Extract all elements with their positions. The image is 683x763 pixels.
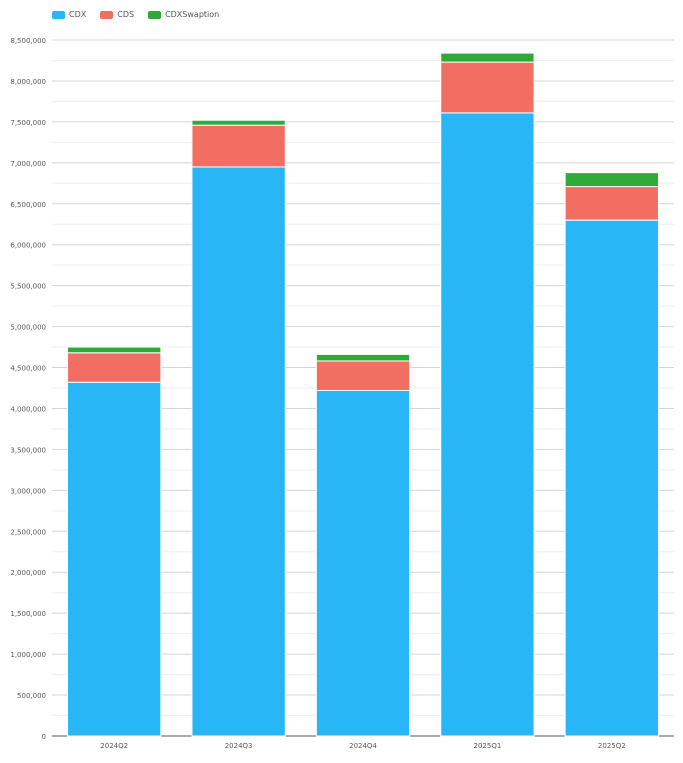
legend-swatch-cds xyxy=(100,10,114,19)
x-tick-label: 2025Q1 xyxy=(474,742,502,750)
y-tick-label: 3,000,000 xyxy=(10,487,46,495)
bar-segment-cds-2025q2[interactable] xyxy=(564,186,659,221)
y-tick-label: 4,000,000 xyxy=(10,405,46,413)
y-tick-label: 3,500,000 xyxy=(10,446,46,454)
y-tick-label: 5,500,000 xyxy=(10,283,46,291)
bar-segment-cdxswaption-2025q2[interactable] xyxy=(564,172,659,188)
x-tick-label: 2024Q2 xyxy=(100,742,128,750)
legend-label-cdxswaption: CDXSwaption xyxy=(165,10,220,19)
bar-segment-cdxswaption-2024q3[interactable] xyxy=(191,119,286,126)
legend-item-cdxswaption[interactable]: CDXSwaption xyxy=(148,10,219,19)
legend-item-cdx[interactable]: CDX xyxy=(52,10,86,19)
y-tick-label: 2,500,000 xyxy=(10,528,46,536)
bar-segment-cds-2025q1[interactable] xyxy=(440,61,535,114)
bar-segment-cdx-2025q2[interactable] xyxy=(564,219,659,737)
y-tick-label: 4,500,000 xyxy=(10,365,46,373)
y-tick-label: 6,000,000 xyxy=(10,242,46,250)
y-tick-label: 8,500,000 xyxy=(10,37,46,45)
legend-swatch-cdxswaption xyxy=(148,10,162,19)
y-tick-label: 1,000,000 xyxy=(10,651,46,659)
bar-segment-cdxswaption-2025q1[interactable] xyxy=(440,52,535,63)
bar-segment-cdx-2024q2[interactable] xyxy=(67,381,162,737)
legend-swatch-cdx xyxy=(52,10,65,19)
bar-segment-cdx-2024q4[interactable] xyxy=(315,389,411,737)
legend-label-cds: CDS xyxy=(117,10,135,19)
bar-segment-cdx-2025q1[interactable] xyxy=(440,112,535,737)
y-tick-label: 7,500,000 xyxy=(10,119,46,127)
y-tick-label: 2,000,000 xyxy=(10,569,46,577)
bars xyxy=(67,52,659,737)
legend-label-cdx: CDX xyxy=(69,10,87,19)
y-tick-label: 7,000,000 xyxy=(10,160,46,168)
x-tick-label: 2024Q4 xyxy=(349,742,377,750)
bar-segment-cds-2024q3[interactable] xyxy=(191,124,286,168)
bar-segment-cdxswaption-2024q2[interactable] xyxy=(67,346,162,354)
y-tick-label: 8,000,000 xyxy=(10,78,46,86)
x-tick-label: 2024Q3 xyxy=(225,742,253,750)
y-axis: 0 500,000 1,000,000 1,500,000 2,000,000 2,500… xyxy=(10,37,46,741)
legend-item-cds[interactable]: CDS xyxy=(100,10,134,19)
x-axis: 2024Q2 2024Q3 2024Q4 2025Q1 2025Q2 xyxy=(100,742,625,750)
bar-segment-cdx-2024q3[interactable] xyxy=(191,166,286,737)
y-tick-label: 1,500,000 xyxy=(10,610,46,618)
bar-segment-cds-2024q4[interactable] xyxy=(315,360,411,391)
y-tick-label: 0 xyxy=(42,733,46,741)
y-tick-label: 5,000,000 xyxy=(10,324,46,332)
y-tick-label: 500,000 xyxy=(17,692,46,700)
bar-segment-cds-2024q2[interactable] xyxy=(67,352,162,383)
legend: CDX CDS CDXSwaption xyxy=(52,10,219,19)
x-tick-label: 2025Q2 xyxy=(598,742,626,750)
y-tick-label: 6,500,000 xyxy=(10,201,46,209)
bar-segment-cdxswaption-2024q4[interactable] xyxy=(315,353,411,362)
